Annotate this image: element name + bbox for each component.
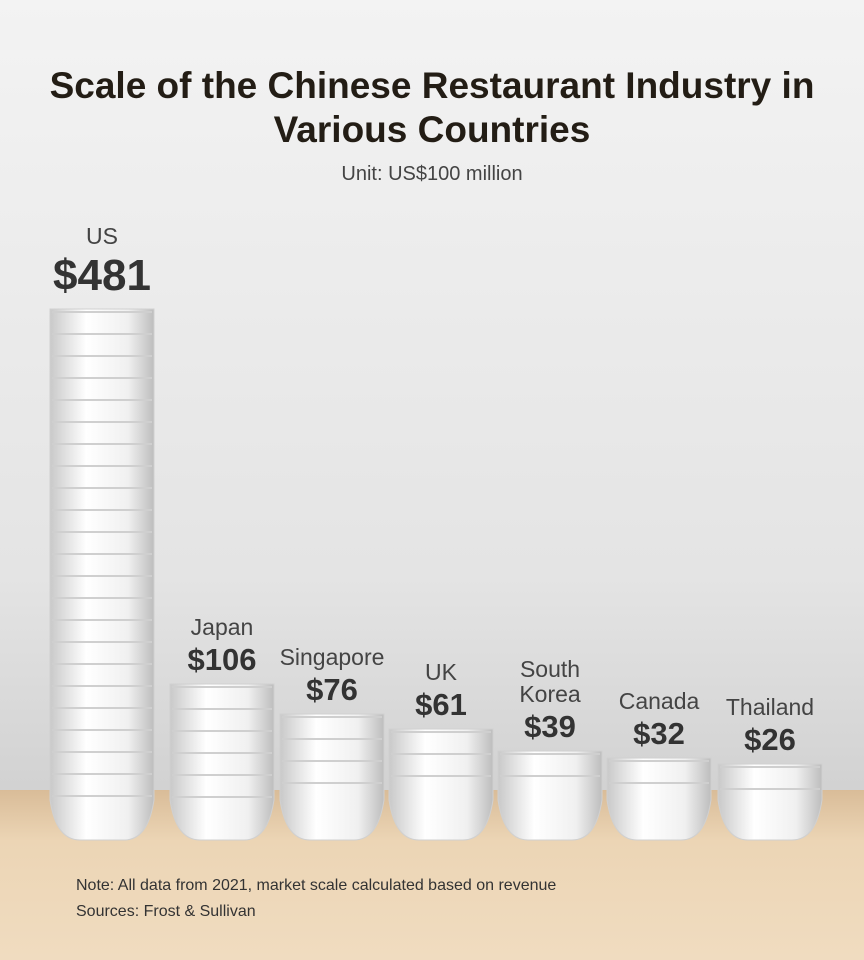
value-label: $39 (524, 709, 576, 744)
bowl-stack-body (49, 308, 155, 841)
chart-title: Scale of the Chinese Restaurant Industry… (49, 65, 815, 150)
bowl-stack-body (717, 763, 823, 841)
source: Sources: Frost & Sullivan (76, 903, 256, 920)
category-label: Canada (618, 688, 700, 714)
category-label: South Korea (519, 656, 581, 707)
value-label: $481 (53, 251, 151, 300)
category-label: US (86, 223, 118, 249)
bowl-stack-body (279, 713, 385, 841)
bowl-stack-body (169, 683, 275, 841)
bowl-stack (279, 713, 385, 841)
category-label: Singapore (279, 644, 385, 670)
bowl-stack (606, 757, 712, 841)
bowl-stack (169, 683, 275, 841)
note: Note: All data from 2021, market scale c… (76, 877, 557, 894)
bowl-stack-body (388, 728, 494, 841)
bowl-stack (717, 763, 823, 841)
category-label: UK (425, 659, 457, 685)
bowl-stack-body (606, 757, 712, 841)
bowl-stack (497, 750, 603, 841)
bowl-stack (388, 728, 494, 841)
chart-subtitle: Unit: US$100 million (341, 163, 523, 185)
value-label: $26 (744, 722, 796, 757)
value-label: $61 (415, 687, 467, 722)
bowl-stack (49, 308, 155, 841)
value-label: $32 (633, 716, 685, 751)
value-label: $106 (187, 642, 257, 677)
bowl-stack-body (497, 750, 603, 841)
value-label: $76 (306, 672, 358, 707)
category-label: Thailand (725, 694, 815, 720)
category-label: Japan (190, 614, 254, 640)
